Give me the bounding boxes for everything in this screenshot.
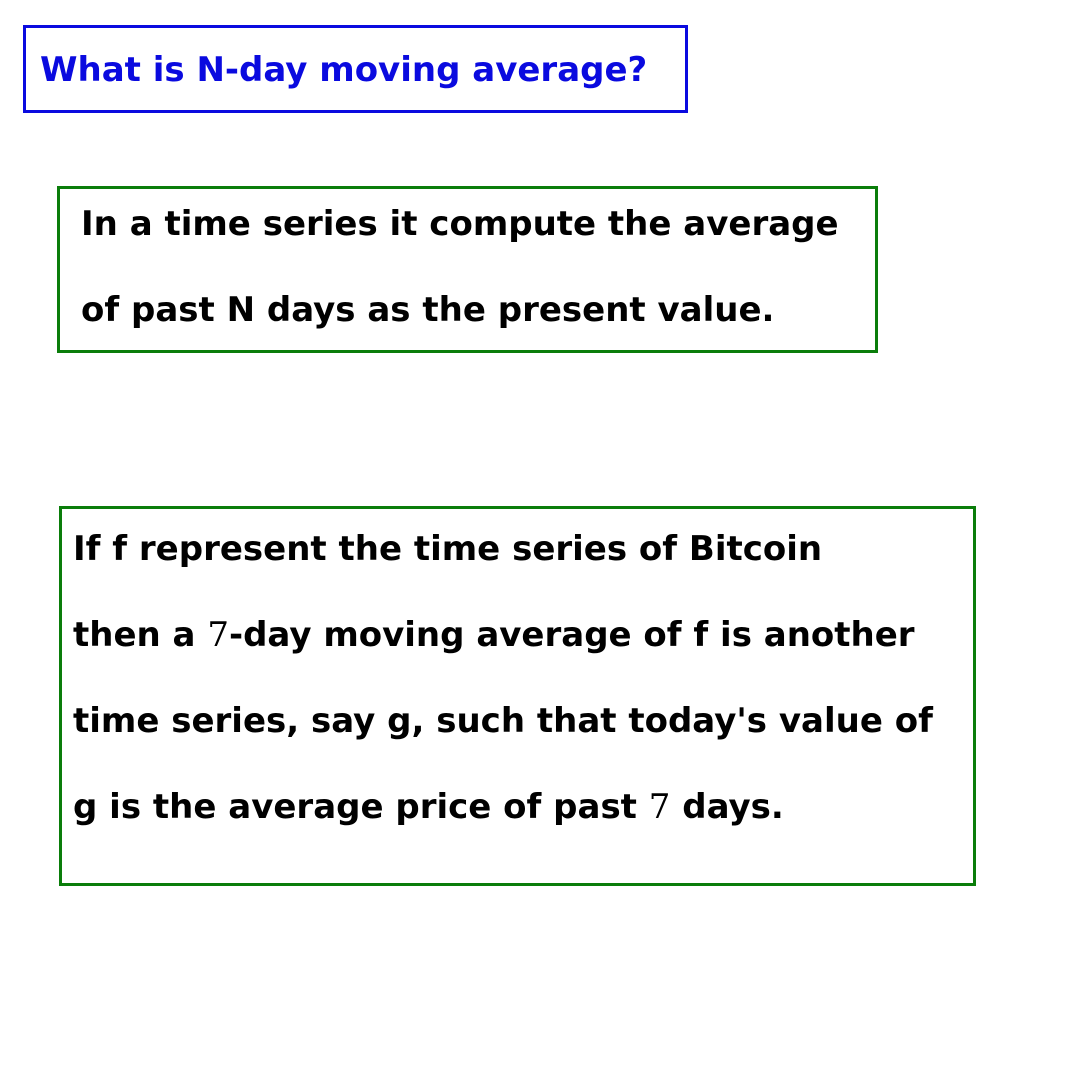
definition-line-2: of past N days as the present value. <box>81 290 775 330</box>
example-line-2: then a 7-day moving average of f is anot… <box>73 615 915 655</box>
example-box: If f represent the time series of Bitcoi… <box>59 506 976 886</box>
definition-box: In a time series it compute the average … <box>57 186 878 353</box>
example-day-count: 7 <box>207 615 229 655</box>
example-line-2-start: then a <box>73 615 208 655</box>
example-line-3: time series, say g, such that today's va… <box>73 701 933 741</box>
definition-line-1: In a time series it compute the average <box>81 204 839 244</box>
page-title: What is N-day moving average? <box>40 50 648 90</box>
title-box: What is N-day moving average? <box>23 25 688 113</box>
example-line-4-end: days. <box>670 787 784 827</box>
example-line-4: g is the average price of past 7 days. <box>73 787 784 827</box>
example-line-2-end: -day moving average of f is another <box>228 615 915 655</box>
example-day-count-2: 7 <box>648 787 671 827</box>
example-line-4-start: g is the average price of past <box>73 787 649 827</box>
example-line-1: If f represent the time series of Bitcoi… <box>73 529 823 569</box>
